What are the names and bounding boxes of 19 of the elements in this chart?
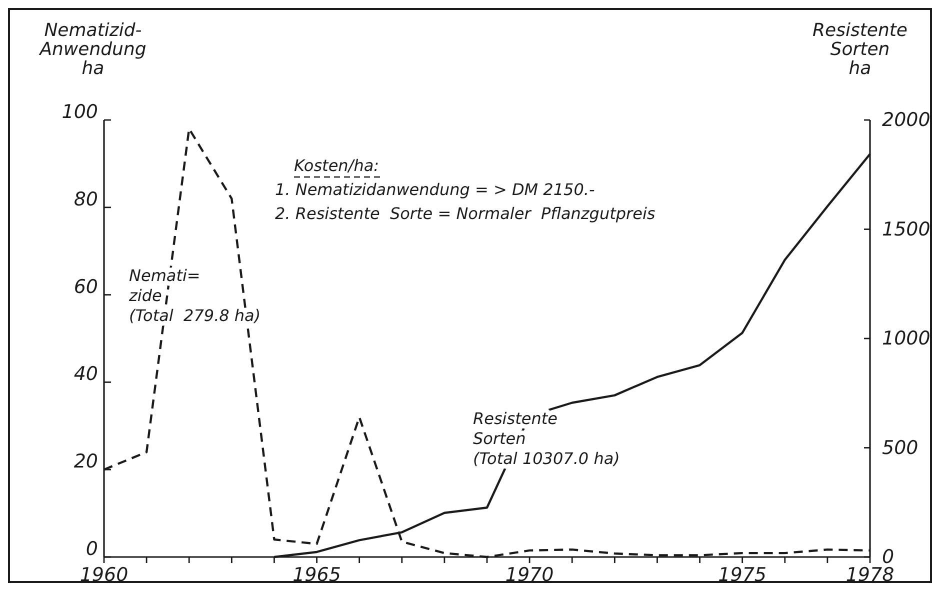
y2-tick-label: 500 (882, 436, 918, 459)
x-tick-label: 1960 (80, 564, 128, 586)
y2-tick-label: 1000 (882, 328, 930, 350)
annotation: 2. Resistente Sorte = Normaler Pflanzgutpreis (275, 204, 656, 223)
x-tick-label: 1975 (718, 564, 767, 586)
annotation: 1. Nematizidanwendung = > DM 2150.- (275, 180, 595, 199)
annotation: Kosten/ha: (294, 156, 380, 175)
x-tick-label: 1970 (505, 564, 554, 586)
y-axis-title: Nematizid- Anwendung ha (38, 20, 146, 79)
y2-tick-label: 1500 (882, 218, 930, 240)
y2-axis-title: Resistente Sorten ha (812, 20, 908, 79)
y-tick-label: 0 (86, 538, 98, 560)
y-tick-label: 80 (74, 188, 98, 210)
y-tick-label: 100 (62, 101, 98, 123)
y-tick-label: 40 (74, 363, 98, 386)
y2-tick-label: 2000 (882, 109, 930, 131)
y-tick-label: 60 (74, 276, 98, 298)
y-tick-label: 20 (74, 450, 98, 473)
x-tick-label: 1965 (292, 564, 341, 586)
